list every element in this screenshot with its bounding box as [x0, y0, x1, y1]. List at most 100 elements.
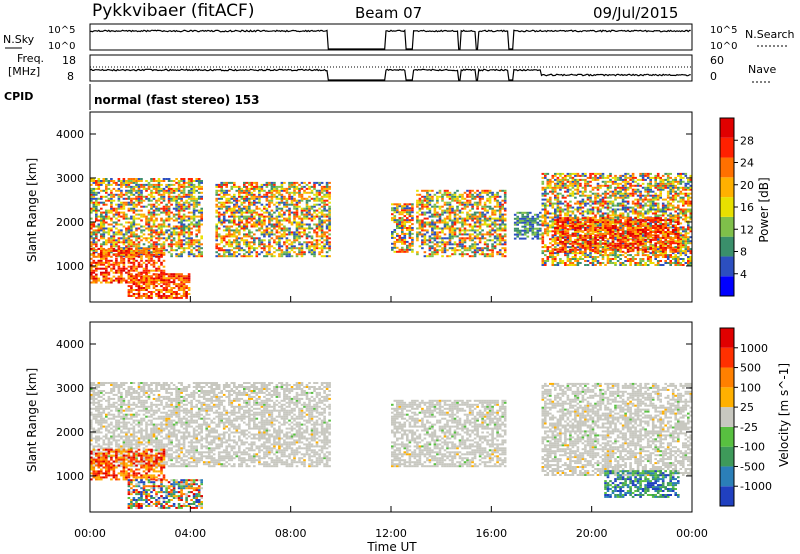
heatmap-cell: [290, 183, 294, 186]
heatmap-cell: [586, 202, 590, 205]
heatmap-cell: [576, 240, 580, 243]
heatmap-cell: [165, 291, 168, 293]
heatmap-cell: [310, 217, 314, 220]
heatmap-cell: [258, 227, 261, 230]
heatmap-cell: [433, 247, 437, 250]
heatmap-cell: [190, 180, 193, 182]
heatmap-cell: [127, 251, 131, 254]
heatmap-cell: [115, 233, 118, 236]
heatmap-cell: [308, 211, 311, 214]
heatmap-cell: [130, 295, 133, 297]
heatmap-cell: [132, 275, 136, 278]
heatmap-cell: [197, 249, 201, 252]
heatmap-cell: [396, 232, 399, 235]
heatmap-cell: [596, 234, 600, 237]
heatmap-cell: [300, 185, 304, 188]
heatmap-cell: [225, 209, 228, 212]
heatmap-cell: [240, 191, 244, 194]
heatmap-cell: [225, 207, 228, 210]
heatmap-cell: [574, 172, 577, 175]
heatmap-cell: [619, 226, 622, 229]
heatmap-cell: [120, 215, 123, 218]
heatmap-cell: [255, 251, 259, 254]
heatmap-cell: [328, 245, 331, 248]
heatmap-cell: [162, 237, 166, 240]
heatmap-cell: [303, 217, 306, 220]
heatmap-cell: [107, 281, 111, 284]
heatmap-cell: [280, 227, 284, 230]
heatmap-cell: [100, 245, 103, 248]
heatmap-cell: [293, 187, 296, 190]
heatmap-cell: [323, 255, 326, 258]
heatmap-cell: [569, 210, 572, 213]
heatmap-cell: [621, 196, 625, 199]
heatmap-cell: [102, 249, 106, 252]
heatmap-cell: [594, 234, 597, 237]
heatmap-cell: [566, 204, 570, 207]
heatmap-cell: [503, 217, 507, 220]
heatmap-cell: [559, 186, 562, 189]
heatmap-cell: [175, 277, 178, 280]
heatmap-cell: [190, 253, 193, 256]
heatmap-cell: [130, 247, 133, 250]
heatmap-cell: [488, 253, 492, 256]
heatmap-cell: [589, 208, 592, 211]
heatmap-cell: [92, 187, 96, 190]
heatmap-cell: [411, 217, 414, 220]
heatmap-cell: [478, 231, 482, 234]
heatmap-cell: [596, 210, 600, 213]
heatmap-cell: [621, 264, 625, 266]
heatmap-cell: [147, 225, 151, 228]
heatmap-cell: [130, 269, 133, 272]
heatmap-cell: [323, 221, 326, 224]
heatmap-cell: [576, 262, 580, 264]
heatmap-cell: [441, 237, 444, 240]
heatmap-cell: [200, 211, 203, 214]
heatmap-cell: [215, 215, 218, 218]
heatmap-cell: [614, 178, 617, 181]
heatmap-cell: [488, 233, 492, 236]
heatmap-cell: [498, 215, 502, 218]
heatmap-cell: [569, 206, 572, 209]
heatmap-cell: [446, 221, 449, 224]
heatmap-cell: [238, 193, 241, 196]
heatmap-cell: [463, 205, 467, 208]
heatmap-cell: [436, 225, 439, 228]
heatmap-cell: [428, 193, 432, 196]
heatmap-cell: [428, 189, 432, 192]
heatmap-cell: [222, 239, 226, 242]
heatmap-cell: [559, 184, 562, 187]
heatmap-cell: [561, 208, 565, 211]
heatmap-cell: [180, 180, 183, 182]
heatmap-cell: [293, 197, 296, 200]
heatmap-cell: [278, 223, 281, 226]
heatmap-cell: [268, 235, 271, 238]
heatmap-cell: [423, 225, 427, 228]
heatmap-cell: [117, 195, 121, 198]
heatmap-cell: [491, 223, 494, 226]
heatmap-cell: [453, 223, 457, 226]
heatmap-cell: [132, 265, 136, 268]
heatmap-cell: [258, 185, 261, 188]
heatmap-cell: [468, 247, 472, 250]
heatmap-cell: [147, 296, 151, 299]
heatmap-cell: [451, 197, 454, 200]
heatmap-cell: [197, 183, 201, 186]
heatmap-cell: [328, 185, 331, 188]
heatmap-cell: [140, 197, 143, 200]
heatmap-cell: [604, 190, 607, 193]
heatmap-cell: [195, 245, 198, 248]
heatmap-cell: [243, 223, 246, 226]
heatmap-cell: [152, 213, 156, 216]
heatmap-cell: [546, 210, 550, 213]
heatmap-cell: [408, 242, 412, 245]
heatmap-cell: [529, 219, 532, 222]
heatmap-cell: [541, 238, 545, 241]
heatmap-cell: [222, 181, 226, 184]
heatmap-cell: [132, 181, 136, 184]
heatmap-cell: [305, 241, 309, 244]
heatmap-cell: [448, 239, 452, 242]
heatmap-cell: [225, 233, 228, 236]
heatmap-cell: [616, 176, 620, 179]
heatmap-cell: [120, 189, 123, 192]
